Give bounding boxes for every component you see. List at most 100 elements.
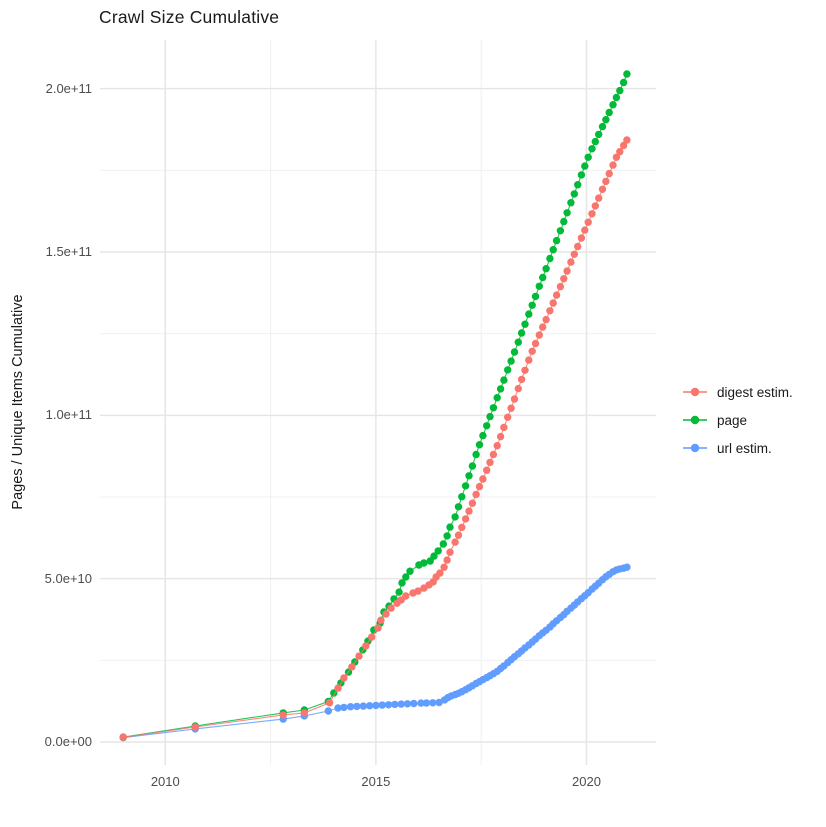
- data-point: [446, 523, 454, 531]
- y-tick-label: 0.0e+00: [44, 734, 92, 749]
- legend-key-digest-icon: [683, 387, 707, 397]
- series-line-digest estim.: [123, 139, 628, 738]
- data-point: [486, 458, 494, 467]
- data-point: [191, 723, 199, 731]
- data-point: [402, 573, 410, 581]
- data-point: [549, 299, 557, 307]
- data-point: [616, 148, 624, 156]
- data-point: [359, 702, 367, 710]
- data-point: [504, 413, 512, 421]
- data-point: [378, 701, 386, 709]
- data-point: [325, 699, 334, 707]
- data-point: [535, 331, 543, 339]
- data-point: [435, 698, 443, 707]
- data-point: [609, 101, 617, 109]
- data-point: [602, 116, 610, 124]
- data-point: [507, 404, 515, 412]
- data-point: [483, 422, 491, 430]
- data-point: [382, 610, 390, 618]
- chart-title: Crawl Size Cumulative: [99, 7, 280, 27]
- y-tick-label: 2.0e+11: [45, 80, 92, 96]
- data-point: [384, 701, 393, 709]
- legend-label: page: [717, 412, 748, 428]
- data-point: [365, 702, 374, 710]
- data-point: [619, 78, 628, 87]
- data-point: [465, 507, 473, 515]
- data-point: [609, 161, 617, 169]
- data-point: [612, 153, 621, 161]
- data-point: [521, 320, 529, 328]
- series-line-url estim.: [123, 566, 628, 739]
- data-point: [542, 265, 550, 273]
- data-point: [598, 122, 607, 131]
- data-point: [619, 141, 628, 150]
- data-point: [368, 633, 376, 641]
- data-point: [623, 70, 631, 78]
- data-point: [605, 108, 613, 117]
- y-axis-title-text: Pages / Unique Items Cumulative: [10, 294, 26, 510]
- data-point: [475, 482, 484, 491]
- data-point: [616, 86, 624, 95]
- data-point: [414, 587, 422, 595]
- data-point: [279, 711, 287, 719]
- data-point: [430, 552, 438, 560]
- data-point: [591, 137, 599, 146]
- data-point: [510, 395, 519, 403]
- data-point: [334, 704, 342, 712]
- data-point: [387, 604, 395, 612]
- data-point: [552, 291, 561, 299]
- data-point: [581, 226, 589, 234]
- data-point: [556, 282, 565, 291]
- data-point: [417, 699, 425, 707]
- data-point: [443, 556, 451, 564]
- data-point: [472, 490, 480, 499]
- data-point: [514, 338, 522, 346]
- data-point: [539, 273, 547, 282]
- legend-label: digest estim.: [717, 384, 793, 400]
- data-point: [556, 227, 565, 235]
- data-point: [567, 258, 575, 266]
- data-point: [410, 699, 418, 708]
- data-point: [517, 329, 526, 337]
- data-point: [496, 432, 505, 441]
- data-point: [623, 563, 631, 571]
- data-point: [439, 540, 447, 548]
- legend-item-digest-estim: digest estim.: [682, 378, 793, 406]
- data-point: [535, 282, 543, 290]
- data-point: [472, 450, 480, 459]
- data-point: [346, 703, 355, 711]
- data-point: [549, 246, 557, 254]
- data-point: [514, 384, 522, 393]
- data-point: [574, 181, 582, 189]
- data-point: [531, 292, 540, 301]
- data-point: [531, 339, 540, 348]
- data-point: [528, 301, 536, 309]
- y-tick-label: 1.5e+11: [45, 244, 92, 259]
- x-tick-label: 2010: [150, 774, 180, 789]
- data-point: [468, 462, 477, 470]
- data-point: [521, 366, 529, 374]
- legend-label: url estim.: [717, 440, 772, 456]
- data-point: [493, 442, 501, 450]
- data-point: [525, 310, 533, 318]
- legend-item-url-estim: url estim.: [682, 434, 793, 462]
- data-point: [595, 130, 603, 139]
- data-point: [454, 503, 463, 511]
- legend-key-page-icon: [683, 415, 707, 425]
- data-point: [507, 357, 515, 365]
- data-point: [465, 472, 473, 480]
- y-tick-label: 5.0e+10: [44, 570, 92, 586]
- data-point: [324, 707, 332, 715]
- data-point: [525, 356, 533, 364]
- y-tick-label: 1.0e+11: [45, 407, 92, 423]
- data-point: [517, 375, 526, 384]
- data-point: [119, 733, 127, 741]
- data-point: [546, 307, 554, 315]
- data-point: [486, 412, 494, 421]
- data-point: [420, 559, 428, 567]
- data-point: [434, 547, 442, 555]
- data-point: [528, 347, 536, 355]
- data-point: [570, 250, 578, 258]
